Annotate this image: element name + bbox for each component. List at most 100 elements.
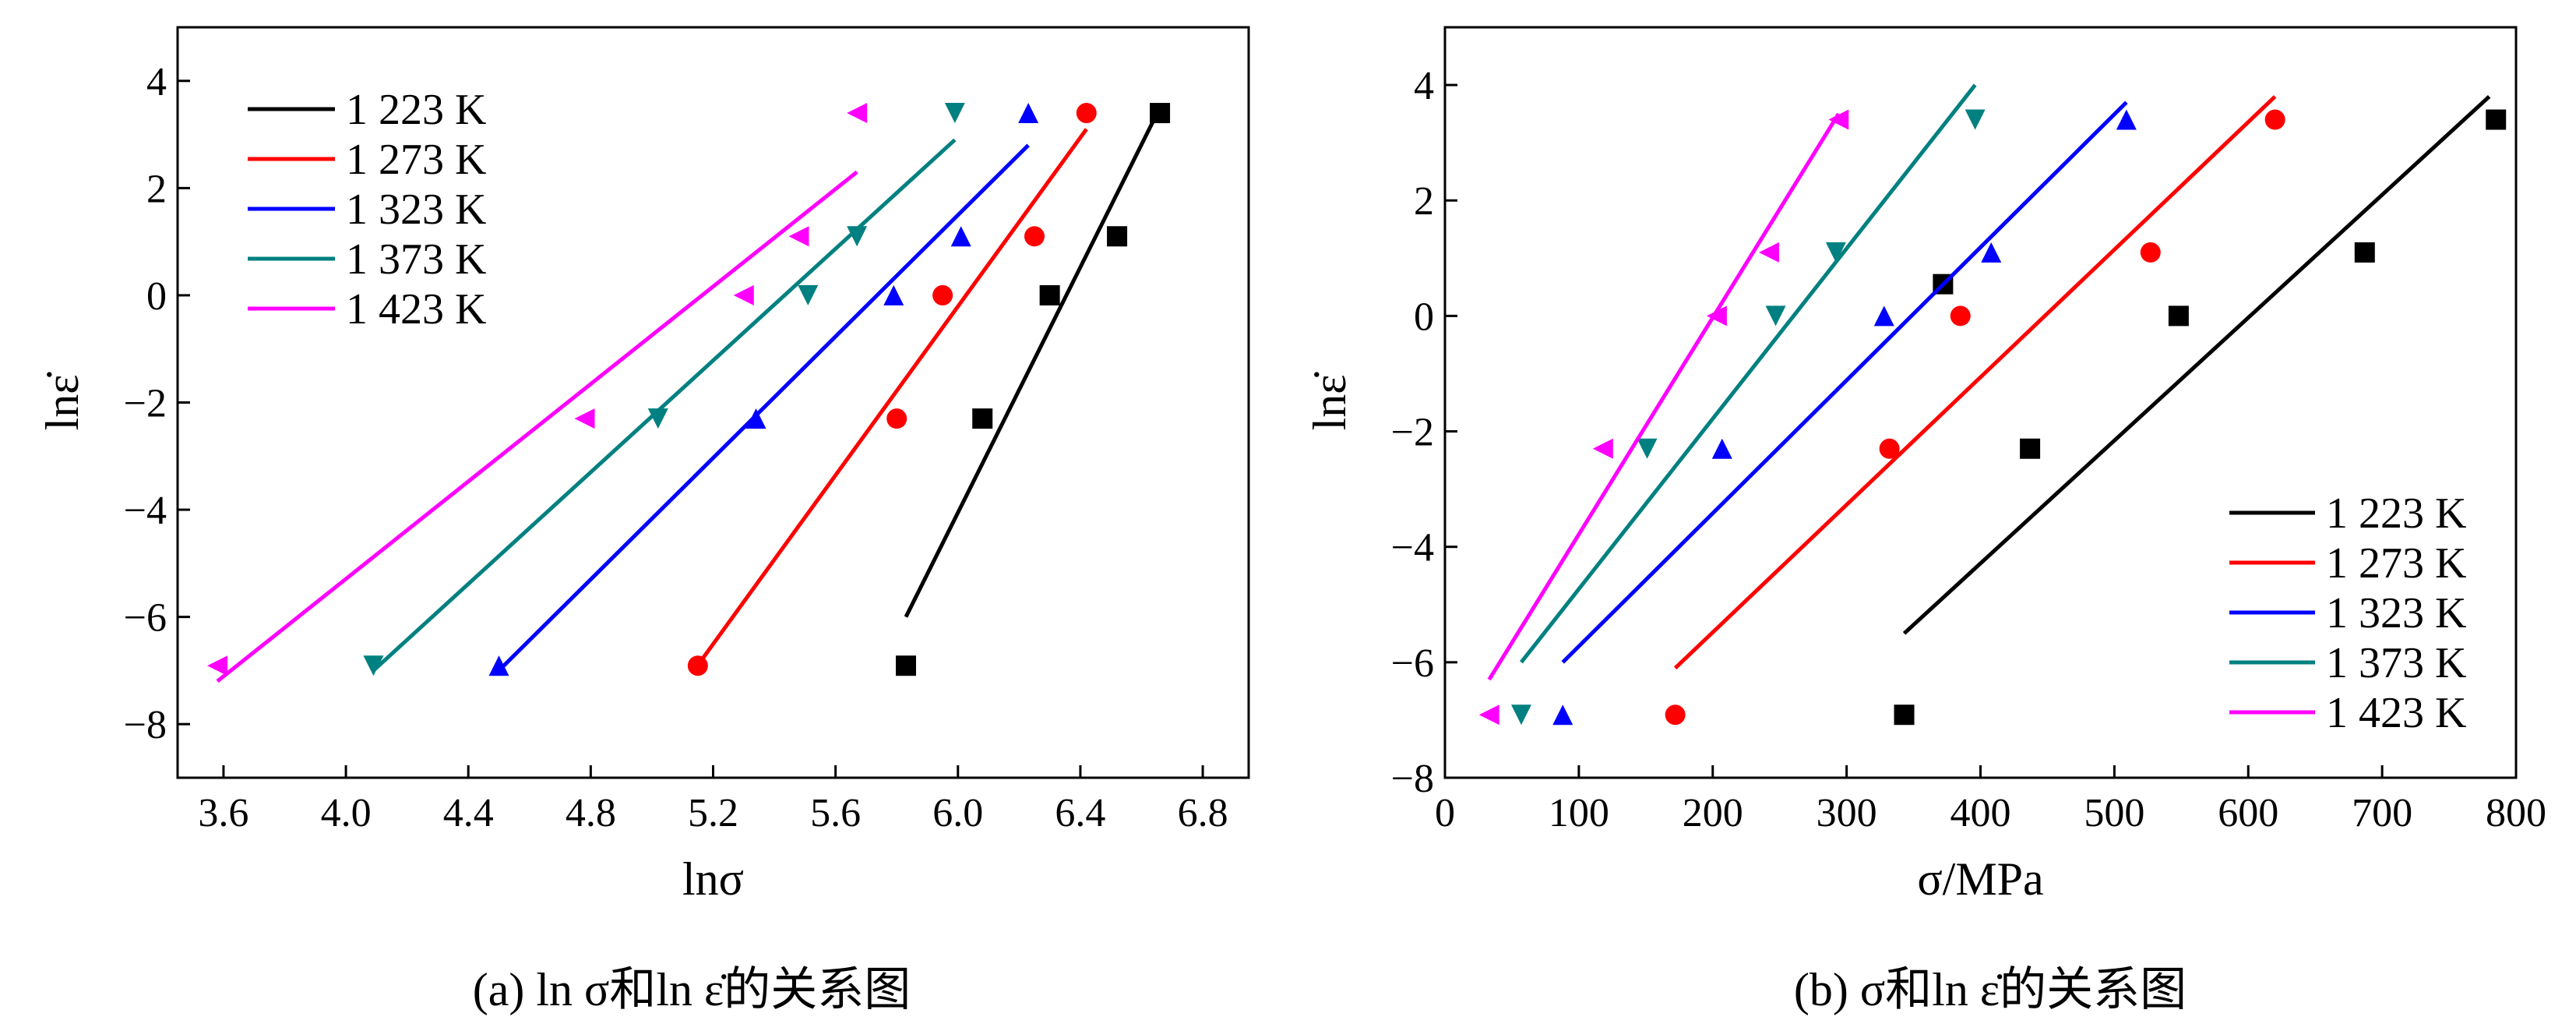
data-point bbox=[932, 284, 953, 305]
data-point bbox=[488, 655, 509, 676]
data-point bbox=[1758, 242, 1779, 263]
data-point bbox=[574, 408, 595, 429]
y-tick-label: −4 bbox=[124, 489, 167, 533]
data-point bbox=[2140, 242, 2161, 263]
chart-panel-b: 0 100 200 300 400 500 600 700 800 −8 −6 −4 −2 0 2 4 σ/MP… bbox=[1304, 26, 2546, 1015]
fit-line bbox=[1520, 83, 1977, 664]
fit-line bbox=[1673, 95, 2277, 670]
y-tick-label: 4 bbox=[1414, 64, 1434, 108]
data-point bbox=[2264, 109, 2285, 130]
data-point bbox=[363, 655, 384, 676]
y-tick-label: 4 bbox=[146, 60, 167, 104]
data-point bbox=[883, 284, 904, 305]
data-point bbox=[1107, 226, 1128, 247]
data-point bbox=[950, 226, 971, 247]
series-1-223-K bbox=[1894, 95, 2507, 726]
x-tick-label: 100 bbox=[1549, 791, 1609, 835]
figure-caption: (b) σ和ln ε̇的关系图 bbox=[1794, 964, 2187, 1015]
data-point bbox=[1592, 438, 1613, 459]
data-point bbox=[1637, 438, 1658, 459]
x-tick-label: 5.2 bbox=[688, 791, 738, 835]
x-tick-label: 4.0 bbox=[321, 791, 372, 835]
data-point bbox=[1825, 242, 1846, 263]
legend-label: 1 323 K bbox=[2326, 589, 2466, 637]
data-point bbox=[1950, 305, 1971, 327]
x-tick-label: 800 bbox=[2486, 791, 2546, 835]
data-point bbox=[1981, 242, 2002, 263]
legend-label: 1 423 K bbox=[346, 285, 486, 334]
y-tick-label: −2 bbox=[124, 382, 167, 426]
legend-label: 1 423 K bbox=[2326, 689, 2466, 737]
legend-label: 1 273 K bbox=[2326, 539, 2466, 588]
x-tick-label: 4.8 bbox=[566, 791, 616, 835]
data-point bbox=[1894, 704, 1915, 726]
x-tick-label: 400 bbox=[1951, 791, 2011, 835]
data-point bbox=[207, 655, 228, 676]
y-tick-label: −2 bbox=[1391, 411, 1434, 455]
x-tick-label: 3.6 bbox=[198, 791, 248, 835]
legend-label: 1 273 K bbox=[346, 136, 486, 184]
data-point bbox=[1024, 226, 1045, 247]
y-tick-label: −4 bbox=[1391, 526, 1434, 570]
y-tick-label: 2 bbox=[146, 167, 167, 211]
x-axis-label: lnσ bbox=[682, 853, 744, 905]
data-point bbox=[798, 284, 819, 305]
y-axis-label: lnε̇ bbox=[37, 372, 88, 431]
x-tick-label: 4.4 bbox=[443, 791, 494, 835]
data-point bbox=[788, 226, 809, 247]
series-1-423-K bbox=[207, 103, 868, 683]
y-tick-label: 0 bbox=[1414, 295, 1434, 339]
series-1-223-K bbox=[896, 103, 1171, 676]
x-tick-label: 300 bbox=[1817, 791, 1877, 835]
chart-panel-a: 3.6 4.0 4.4 4.8 5.2 5.6 6.0 6.4 6.8 −8 −6 −4 −2 0 2 4 ln… bbox=[37, 26, 1250, 1015]
fit-line bbox=[216, 170, 858, 683]
data-point bbox=[733, 284, 754, 305]
data-point bbox=[2020, 438, 2041, 459]
fit-line bbox=[904, 107, 1162, 618]
y-tick-label: −6 bbox=[124, 596, 167, 641]
data-point bbox=[1552, 704, 1573, 726]
data-point bbox=[847, 226, 868, 247]
y-tick-label: 2 bbox=[1414, 179, 1434, 224]
x-tick-label: 0 bbox=[1435, 791, 1455, 835]
data-point bbox=[1478, 704, 1499, 726]
data-point bbox=[1076, 103, 1097, 124]
data-point bbox=[1510, 704, 1531, 726]
data-point bbox=[944, 103, 965, 124]
figure-caption: (a) ln σ和ln ε̇的关系图 bbox=[473, 964, 911, 1015]
fit-line bbox=[497, 143, 1030, 673]
data-point bbox=[1018, 103, 1039, 124]
fit-line bbox=[696, 128, 1088, 667]
data-point bbox=[1706, 305, 1727, 327]
data-point bbox=[1711, 438, 1732, 459]
legend-label: 1 373 K bbox=[346, 235, 486, 284]
y-tick-label: −6 bbox=[1391, 641, 1434, 686]
data-point bbox=[1873, 305, 1894, 327]
y-axis-label: lnε̇ bbox=[1304, 372, 1355, 431]
data-point bbox=[1965, 109, 1986, 130]
legend-label: 1 323 K bbox=[346, 185, 486, 234]
data-point bbox=[2116, 109, 2137, 130]
data-point bbox=[1039, 284, 1060, 305]
data-point bbox=[2354, 242, 2375, 263]
data-point bbox=[1150, 103, 1171, 124]
data-point bbox=[1828, 109, 1849, 130]
plot-frame bbox=[176, 26, 1250, 779]
y-tick-label: 0 bbox=[146, 274, 167, 319]
legend-label: 1 373 K bbox=[2326, 639, 2466, 687]
data-point bbox=[847, 103, 868, 124]
data-point bbox=[2168, 305, 2189, 327]
data-point bbox=[2486, 109, 2507, 130]
data-point bbox=[1765, 305, 1786, 327]
data-point bbox=[886, 408, 907, 429]
y-tick-label: −8 bbox=[124, 703, 167, 747]
x-tick-label: 6.0 bbox=[932, 791, 983, 835]
series-1-323-K bbox=[488, 103, 1039, 676]
x-tick-label: 200 bbox=[1683, 791, 1743, 835]
fit-line bbox=[1561, 101, 2128, 664]
x-tick-label: 6.8 bbox=[1178, 791, 1228, 835]
x-tick-label: 500 bbox=[2084, 791, 2144, 835]
x-tick-label: 6.4 bbox=[1055, 791, 1105, 835]
data-point bbox=[745, 408, 766, 429]
